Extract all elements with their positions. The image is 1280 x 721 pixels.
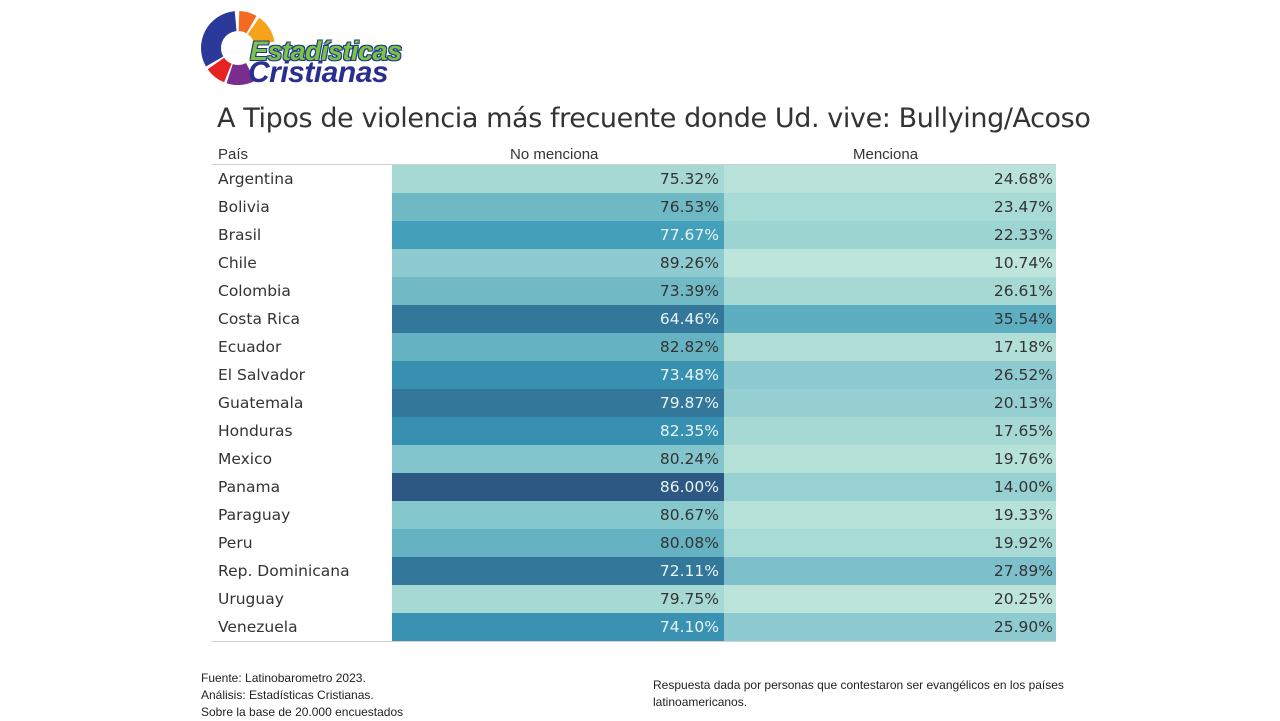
cell-no-menciona: 74.10%	[392, 613, 724, 641]
table-row: Uruguay 79.75% 20.25%	[212, 585, 1056, 613]
country-label: El Salvador	[218, 366, 306, 384]
country-label: Honduras	[218, 422, 293, 440]
table-row: Peru 80.08% 19.92%	[212, 529, 1056, 557]
table-row: Brasil 77.67% 22.33%	[212, 221, 1056, 249]
cell-menciona: 25.90%	[724, 613, 1056, 641]
cell-no-menciona: 72.11%	[392, 557, 724, 585]
header-divider	[212, 164, 1056, 165]
cell-no-menciona: 73.39%	[392, 277, 724, 305]
cell-menciona: 26.52%	[724, 361, 1056, 389]
footer-analysis-line: Análisis: Estadísticas Cristianas.	[201, 688, 374, 702]
country-label: Chile	[218, 254, 257, 272]
table-row: El Salvador 73.48% 26.52%	[212, 361, 1056, 389]
footer-source-line: Fuente: Latinobarometro 2023.	[201, 671, 366, 685]
country-label: Brasil	[218, 226, 262, 244]
cell-no-menciona: 79.87%	[392, 389, 724, 417]
country-label: Rep. Dominicana	[218, 562, 350, 580]
chart-title: A Tipos de violencia más frecuente donde…	[217, 103, 1091, 134]
logo-text-line1: Estadísticas	[250, 36, 402, 66]
country-label: Colombia	[218, 282, 291, 300]
cell-no-menciona: 86.00%	[392, 473, 724, 501]
cell-menciona: 35.54%	[724, 305, 1056, 333]
cell-no-menciona: 77.67%	[392, 221, 724, 249]
cell-menciona: 20.13%	[724, 389, 1056, 417]
cell-menciona: 24.68%	[724, 165, 1056, 193]
cell-menciona: 20.25%	[724, 585, 1056, 613]
logo-text-line2: Cristianas	[248, 56, 389, 89]
cell-menciona: 10.74%	[724, 249, 1056, 277]
table-row: Chile 89.26% 10.74%	[212, 249, 1056, 277]
cell-no-menciona: 80.67%	[392, 501, 724, 529]
country-label: Paraguay	[218, 506, 291, 524]
logo-ring-segment	[238, 11, 257, 34]
cell-menciona: 22.33%	[724, 221, 1056, 249]
footer-source: Fuente: Latinobarometro 2023. Análisis: …	[201, 670, 403, 721]
table-row: Argentina 75.32% 24.68%	[212, 165, 1056, 193]
cell-no-menciona: 80.24%	[392, 445, 724, 473]
estadisticas-cristianas-logo: Estadísticas Cristianas	[200, 10, 440, 88]
country-label: Mexico	[218, 450, 273, 468]
country-label: Panama	[218, 478, 281, 496]
column-header-menciona: Menciona	[853, 146, 919, 163]
column-header-country: País	[218, 146, 249, 163]
table-row: Colombia 73.39% 26.61%	[212, 277, 1056, 305]
cell-menciona: 23.47%	[724, 193, 1056, 221]
logo-ring-icon	[201, 11, 275, 85]
cell-menciona: 17.65%	[724, 417, 1056, 445]
table-row: Panama 86.00% 14.00%	[212, 473, 1056, 501]
table-row: Costa Rica 64.46% 35.54%	[212, 305, 1056, 333]
table-row: Bolivia 76.53% 23.47%	[212, 193, 1056, 221]
table-bottom-divider	[212, 641, 1056, 642]
logo-ring-segment	[247, 17, 275, 46]
cell-no-menciona: 79.75%	[392, 585, 724, 613]
footer-note: Respuesta dada por personas que contesta…	[653, 678, 1064, 709]
logo-ring-segment	[207, 57, 232, 83]
country-label: Ecuador	[218, 338, 282, 356]
table-row: Venezuela 74.10% 25.90%	[212, 613, 1056, 641]
cell-no-menciona: 80.08%	[392, 529, 724, 557]
table-row: Ecuador 82.82% 17.18%	[212, 333, 1056, 361]
table-row: Honduras 82.35% 17.65%	[212, 417, 1056, 445]
country-label: Bolivia	[218, 198, 270, 216]
country-label: Peru	[218, 534, 253, 552]
column-header-no-menciona: No menciona	[510, 146, 599, 163]
country-label: Venezuela	[218, 618, 298, 636]
cell-no-menciona: 82.82%	[392, 333, 724, 361]
country-label: Argentina	[218, 170, 294, 188]
table-row: Guatemala 79.87% 20.13%	[212, 389, 1056, 417]
cell-no-menciona: 75.32%	[392, 165, 724, 193]
table-row: Paraguay 80.67% 19.33%	[212, 501, 1056, 529]
country-label: Uruguay	[218, 590, 284, 608]
cell-menciona: 19.92%	[724, 529, 1056, 557]
country-label: Guatemala	[218, 394, 304, 412]
table-row: Mexico 80.24% 19.76%	[212, 445, 1056, 473]
logo-ring-segment	[226, 63, 256, 85]
table-row: Rep. Dominicana 72.11% 27.89%	[212, 557, 1056, 585]
cell-no-menciona: 89.26%	[392, 249, 724, 277]
cell-menciona: 17.18%	[724, 333, 1056, 361]
cell-no-menciona: 64.46%	[392, 305, 724, 333]
cell-menciona: 26.61%	[724, 277, 1056, 305]
cell-menciona: 14.00%	[724, 473, 1056, 501]
cell-menciona: 27.89%	[724, 557, 1056, 585]
heatmap-table: Argentina 75.32% 24.68% Bolivia 76.53% 23.47%…	[212, 165, 1056, 641]
cell-no-menciona: 76.53%	[392, 193, 724, 221]
footer-sample-line: Sobre la base de 20.000 encuestados	[201, 705, 404, 719]
cell-no-menciona: 82.35%	[392, 417, 724, 445]
country-label: Costa Rica	[218, 310, 300, 328]
cell-menciona: 19.76%	[724, 445, 1056, 473]
cell-no-menciona: 73.48%	[392, 361, 724, 389]
cell-menciona: 19.33%	[724, 501, 1056, 529]
logo-ring-segment	[201, 11, 237, 67]
